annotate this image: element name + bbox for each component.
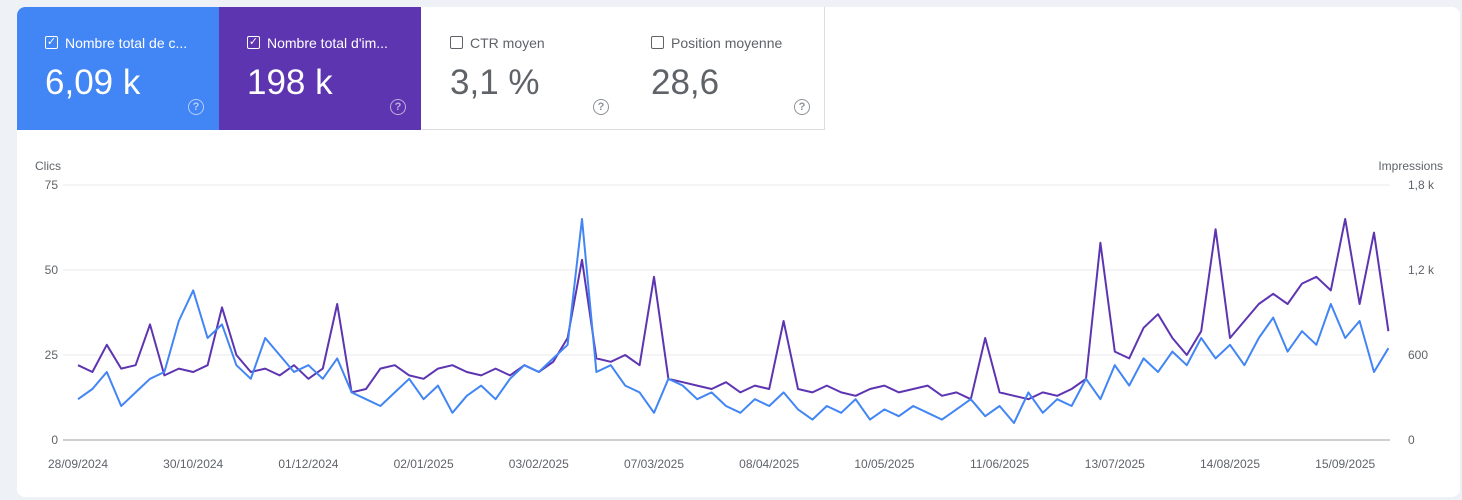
left-axis-title: Clics	[35, 159, 61, 173]
x-tick-label: 03/02/2025	[509, 457, 569, 471]
help-icon[interactable]: ?	[390, 99, 406, 115]
x-tick-label: 08/04/2025	[739, 457, 799, 471]
help-icon[interactable]: ?	[593, 99, 609, 115]
left-tick-label: 0	[51, 433, 58, 447]
metric-label: Nombre total d'im...	[267, 35, 388, 51]
metric-card-ctr[interactable]: CTR moyen 3,1 % ?	[422, 7, 624, 130]
checkbox-checked-icon[interactable]: ✓	[247, 36, 260, 49]
right-tick-label: 1,8 k	[1408, 178, 1435, 192]
series-line-impressions	[77, 218, 1390, 401]
metric-card-impressions[interactable]: ✓ Nombre total d'im... 198 k ?	[219, 7, 421, 130]
checkbox-checked-icon[interactable]: ✓	[45, 36, 58, 49]
help-icon[interactable]: ?	[188, 99, 204, 115]
right-tick-label: 0	[1408, 433, 1415, 447]
right-axis-title: Impressions	[1378, 159, 1443, 173]
x-tick-label: 07/03/2025	[624, 457, 684, 471]
x-tick-label: 11/06/2025	[970, 457, 1029, 471]
checkbox-unchecked-icon[interactable]	[651, 36, 664, 49]
metric-card-clicks[interactable]: ✓ Nombre total de c... 6,09 k ?	[17, 7, 219, 130]
metric-label: Position moyenne	[671, 35, 783, 51]
metric-value: 6,09 k	[45, 63, 141, 102]
metric-card-position[interactable]: Position moyenne 28,6 ?	[623, 7, 825, 130]
metric-value: 3,1 %	[450, 63, 540, 102]
left-tick-label: 75	[45, 178, 59, 192]
x-tick-label: 13/07/2025	[1085, 457, 1145, 471]
x-tick-label: 02/01/2025	[394, 457, 454, 471]
x-tick-label: 01/12/2024	[278, 457, 338, 471]
x-tick-label: 14/08/2025	[1200, 457, 1260, 471]
right-tick-label: 1,2 k	[1408, 263, 1435, 277]
x-tick-label: 15/09/2025	[1315, 457, 1375, 471]
metric-value: 28,6	[651, 63, 720, 102]
checkbox-unchecked-icon[interactable]	[450, 36, 463, 49]
left-tick-label: 25	[45, 348, 59, 362]
x-tick-label: 10/05/2025	[854, 457, 914, 471]
left-tick-label: 50	[45, 263, 59, 277]
metric-label: CTR moyen	[470, 35, 545, 51]
series-line-clics	[77, 218, 1390, 424]
help-icon[interactable]: ?	[794, 99, 810, 115]
metric-label: Nombre total de c...	[65, 35, 188, 51]
metric-value: 198 k	[247, 63, 333, 102]
right-tick-label: 600	[1408, 348, 1428, 362]
x-tick-label: 28/09/2024	[48, 457, 108, 471]
x-tick-label: 30/10/2024	[163, 457, 223, 471]
